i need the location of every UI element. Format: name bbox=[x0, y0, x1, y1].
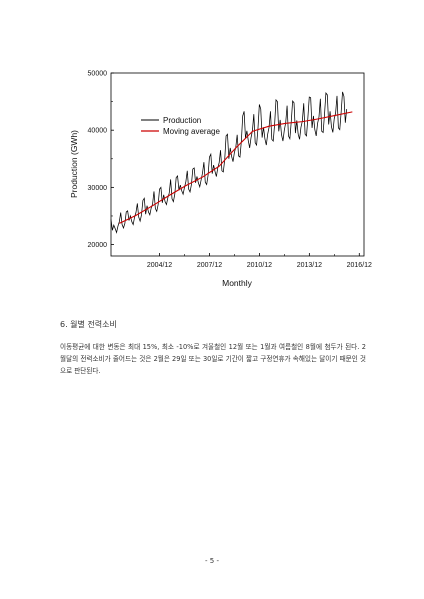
x-axis: 2004/12 2007/12 2010/12 2013/12 2016/12 bbox=[147, 253, 372, 269]
x-tick-label: 2007/12 bbox=[197, 262, 222, 269]
production-chart: 20000 30000 40000 50000 2004/12 2007/12 2010/… bbox=[69, 71, 372, 289]
y-tick-label: 20000 bbox=[88, 242, 108, 249]
body-paragraph: 이동평균에 대한 변동은 최대 15%, 최소 -10%로 겨울철인 12월 또… bbox=[60, 343, 366, 375]
page-number: - 5 - bbox=[205, 557, 219, 565]
x-tick-label: 2016/12 bbox=[347, 262, 372, 269]
x-tick-label: 2010/12 bbox=[247, 262, 272, 269]
y-tick-label: 40000 bbox=[88, 128, 108, 135]
x-tick-label: 2004/12 bbox=[147, 262, 172, 269]
series-layer bbox=[110, 91, 353, 234]
y-tick-label: 50000 bbox=[88, 71, 108, 78]
series-production-line bbox=[110, 91, 348, 234]
chart-canvas: 20000 30000 40000 50000 2004/12 2007/12 2010/… bbox=[69, 71, 372, 289]
legend-label-production: Production bbox=[163, 116, 201, 125]
y-tick-label: 30000 bbox=[88, 185, 108, 192]
legend-label-moving-average: Moving average bbox=[163, 127, 220, 136]
plot-frame bbox=[110, 72, 365, 257]
x-axis-label: Monthly bbox=[222, 278, 253, 288]
section-heading: 6. 월별 전력소비 bbox=[60, 320, 117, 329]
y-axis-label: Production (GWh) bbox=[69, 130, 79, 198]
x-tick-label: 2013/12 bbox=[297, 262, 322, 269]
y-axis: 20000 30000 40000 50000 bbox=[88, 71, 114, 249]
series-moving-average-line bbox=[119, 111, 353, 224]
chart-legend: Production Moving average bbox=[141, 116, 220, 136]
